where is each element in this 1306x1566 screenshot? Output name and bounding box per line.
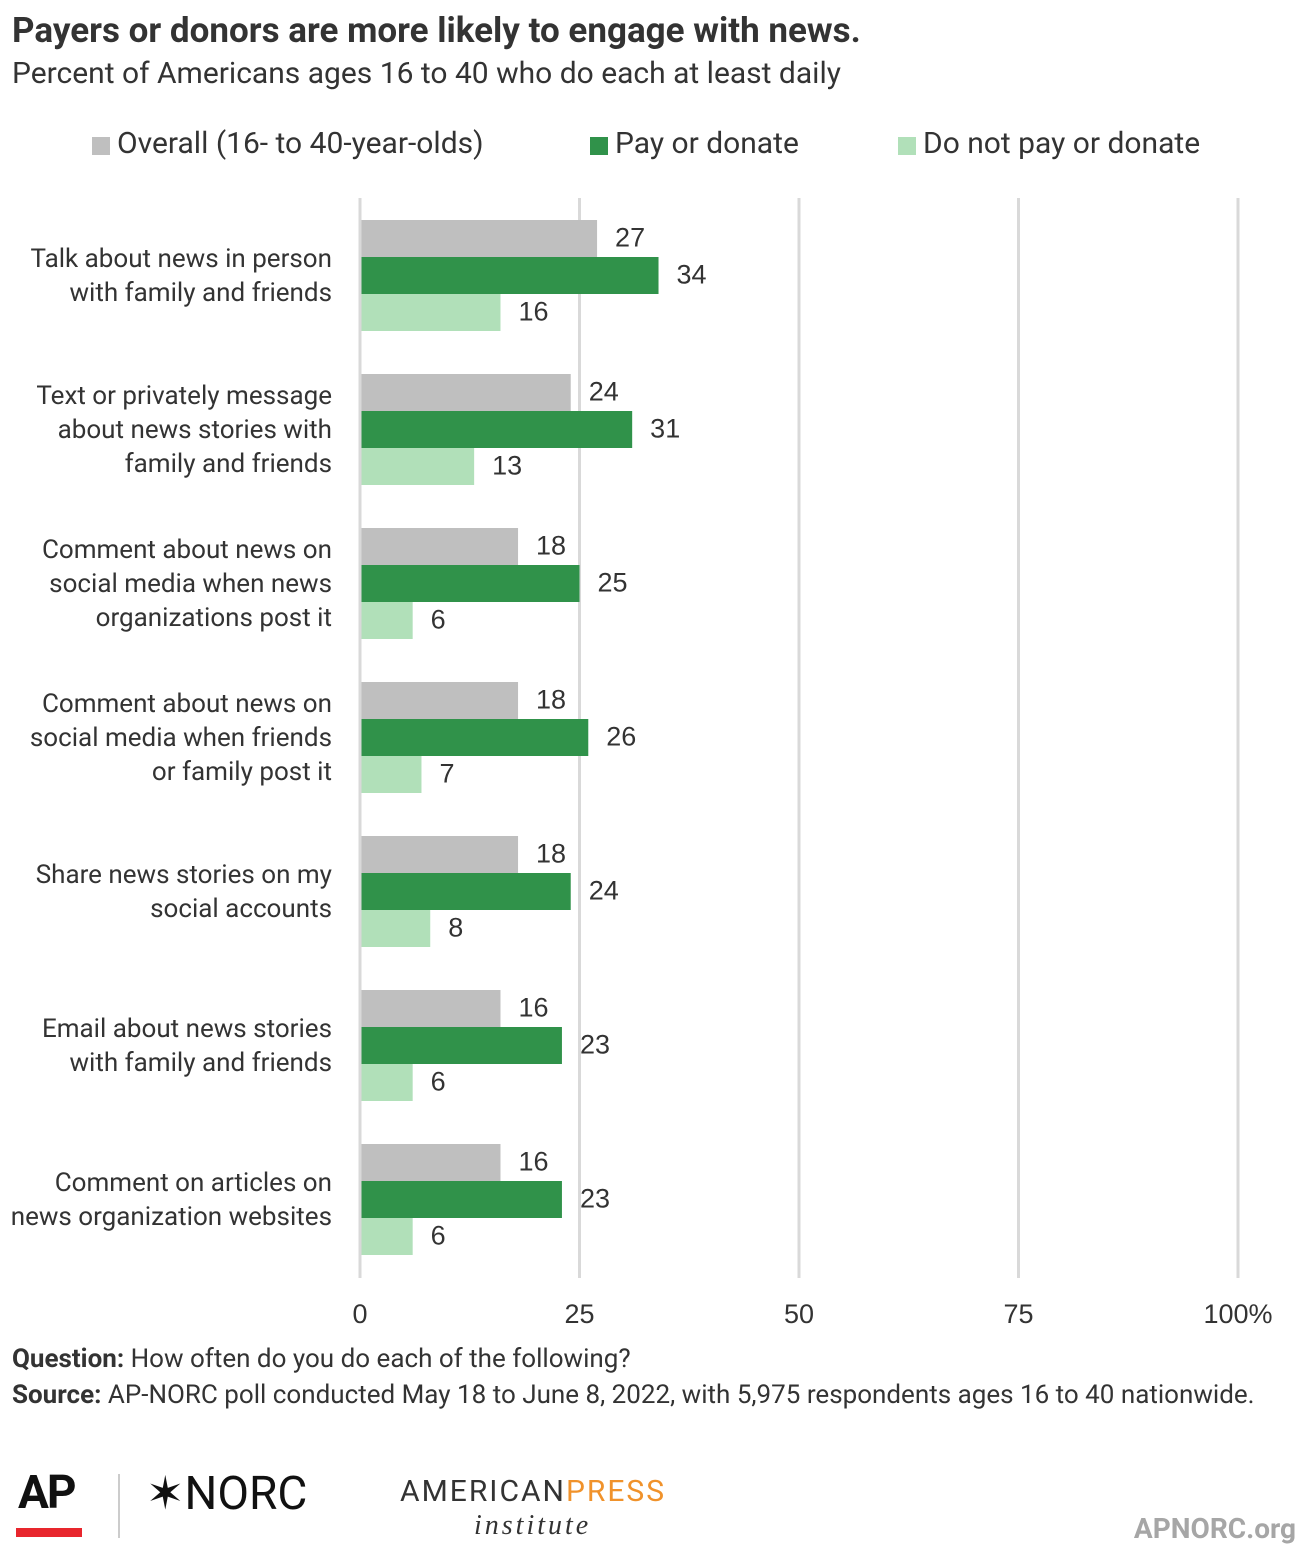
- value-label: 16: [518, 993, 548, 1023]
- norc-logo: ✶NORC: [146, 1466, 307, 1521]
- value-label: 18: [536, 839, 566, 869]
- value-label: 6: [431, 1221, 446, 1251]
- bar: [360, 1144, 501, 1181]
- bar: [360, 1027, 562, 1064]
- category-label: Share news stories on my social accounts: [35, 859, 332, 924]
- source: Source: AP-NORC poll conducted May 18 to…: [12, 1378, 1292, 1413]
- x-tick-label: 50: [784, 1299, 814, 1329]
- value-label: 23: [580, 1184, 610, 1214]
- value-label: 27: [615, 223, 645, 253]
- bar: [360, 873, 571, 910]
- value-label: 6: [431, 605, 446, 635]
- bar: [360, 294, 501, 331]
- bar: [360, 756, 422, 793]
- legend-swatch: [92, 137, 110, 155]
- question-label: Question:: [12, 1344, 125, 1374]
- value-label: 18: [536, 531, 566, 561]
- api-press: PRESS: [565, 1474, 667, 1509]
- category-label: Comment about news on social media when …: [29, 688, 332, 787]
- value-label: 16: [518, 1147, 548, 1177]
- bar: [360, 257, 659, 294]
- api-logo: AMERICANPRESS: [400, 1474, 666, 1509]
- bar: [360, 836, 519, 873]
- legend-swatch: [898, 137, 916, 155]
- ap-underline: [16, 1528, 82, 1537]
- bar: [360, 1064, 413, 1101]
- bar: [360, 682, 519, 719]
- bar: [360, 528, 519, 565]
- category-label: Talk about news in person with family an…: [30, 243, 332, 308]
- value-label: 6: [431, 1067, 446, 1097]
- question: Question: How often do you do each of th…: [12, 1342, 1292, 1377]
- ap-logo: AP: [18, 1466, 77, 1520]
- value-label: 34: [677, 260, 707, 290]
- plot: 0 25 50 75 100% 27 34 16 24 31 13 18 25 6 18 26 7 18 24 8 16…: [352, 198, 1273, 1329]
- norc-text: NORC: [184, 1467, 308, 1521]
- source-label: Source:: [12, 1380, 102, 1410]
- bar: [360, 602, 413, 639]
- category-label: Comment about news on social media when …: [41, 534, 332, 633]
- question-text: How often do you do each of the followin…: [130, 1344, 631, 1374]
- bar: [360, 1181, 562, 1218]
- legend-swatch: [590, 137, 608, 155]
- category-label: Text or privately message about news sto…: [36, 380, 332, 479]
- bar: [360, 990, 501, 1027]
- value-label: 26: [606, 722, 636, 752]
- api-american: AMERICAN: [400, 1474, 566, 1509]
- value-label: 25: [598, 568, 628, 598]
- chart-title: Payers or donors are more likely to enga…: [12, 10, 861, 51]
- value-label: 7: [439, 759, 454, 789]
- category-label: Comment on articles on news organization…: [10, 1167, 332, 1232]
- value-label: 13: [492, 451, 522, 481]
- x-tick-label: 25: [564, 1299, 594, 1329]
- bar: [360, 1218, 413, 1255]
- chart-subtitle: Percent of Americans ages 16 to 40 who d…: [12, 56, 841, 91]
- source-text: AP-NORC poll conducted May 18 to June 8,…: [107, 1380, 1255, 1410]
- bar: [360, 910, 431, 947]
- divider: [118, 1474, 120, 1538]
- x-tick-label: 100%: [1203, 1299, 1272, 1329]
- x-tick-label: 75: [1003, 1299, 1033, 1329]
- api-institute: institute: [474, 1510, 592, 1541]
- value-label: 31: [650, 414, 680, 444]
- legend-label: Overall (16- to 40-year-olds): [117, 126, 484, 161]
- value-label: 24: [589, 876, 619, 906]
- legend-label: Pay or donate: [615, 126, 799, 161]
- value-label: 8: [448, 913, 463, 943]
- x-tick-label: 0: [352, 1299, 367, 1329]
- bar: [360, 448, 475, 485]
- bar: [360, 374, 571, 411]
- bar: [360, 719, 589, 756]
- norc-star: ✶: [146, 1467, 185, 1521]
- bar: [360, 411, 633, 448]
- site-link: APNORC.org: [1133, 1512, 1296, 1545]
- value-label: 23: [580, 1030, 610, 1060]
- bar: [360, 565, 580, 602]
- legend-label: Do not pay or donate: [923, 126, 1201, 161]
- value-label: 16: [518, 297, 548, 327]
- bar: [360, 220, 598, 257]
- value-label: 24: [589, 377, 619, 407]
- category-label: Email about news stories with family and…: [41, 1013, 332, 1078]
- value-label: 18: [536, 685, 566, 715]
